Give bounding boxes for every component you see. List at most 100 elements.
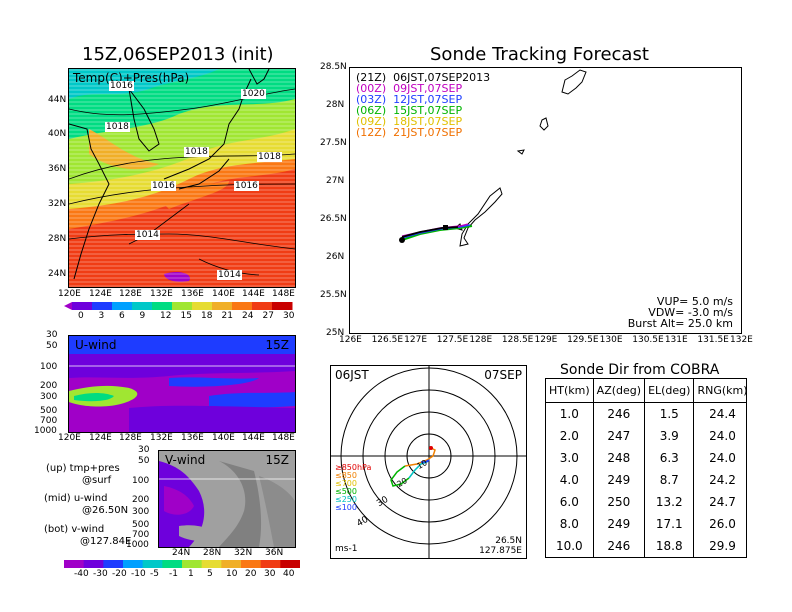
colorbar-label: -20 <box>112 569 127 579</box>
table-cell: 24.7 <box>709 495 736 509</box>
hodograph-legend-entry: ≤500 <box>335 487 357 496</box>
isobar-label: 1016 <box>151 181 176 191</box>
lon-tick: 148E <box>272 433 295 443</box>
lat-tick: 25N <box>326 328 345 338</box>
legend-entry: (09Z) 18JST,07SEP <box>356 115 463 128</box>
table-row: 2.0 247 3.9 24.0 <box>546 425 746 447</box>
p-tick: 100 <box>132 476 150 486</box>
p-tick: 100 <box>40 362 58 372</box>
hodograph-legend-entry: ≤100 <box>335 503 357 512</box>
table-cell: 247 <box>593 425 646 447</box>
polar-date: 07SEP <box>484 368 522 382</box>
u-wind-label: U-wind <box>75 338 117 352</box>
temp-map-field <box>69 69 295 287</box>
p-tick: 30 <box>46 330 58 340</box>
p-tick: 30 <box>138 445 150 455</box>
table-cell: 12.0 <box>546 557 593 558</box>
hodograph-legend-entry: ≤250 <box>335 495 357 504</box>
lon-tick: 128E <box>469 335 493 345</box>
lon-tick: 144E <box>242 433 265 443</box>
lat-tick: 26N <box>326 252 345 262</box>
table-cell: 8.0 <box>546 513 594 535</box>
lat-tick: 24N <box>172 548 191 558</box>
legend-entry: (21Z) 06JST,07SEP2013 <box>356 71 491 84</box>
colorbar-swatch <box>152 302 173 310</box>
colorbar-label: 24 <box>242 311 254 321</box>
lon-tick: 140E <box>212 433 235 443</box>
lat-tick: 36N <box>48 164 67 174</box>
lat-tick: 28N <box>326 100 345 110</box>
p-tick: 500 <box>40 406 58 416</box>
lon-tick: 140E <box>212 289 235 299</box>
table-cell: 246 <box>593 535 646 557</box>
p-tick: 1000 <box>126 540 149 550</box>
note-up: (up) tmp+pres <box>46 463 120 474</box>
tracking-params: VUP= 5.0 m/s VDW= -3.0 m/s Burst Alt= 25… <box>628 296 733 329</box>
wind-colorbar <box>64 560 300 568</box>
table-cell: 29.9 <box>709 539 736 553</box>
lon-tick: 127.5E <box>436 335 469 345</box>
polar-lat: 26.5N <box>495 536 522 546</box>
column-header: EL(deg) <box>644 379 695 403</box>
colorbar-swatch <box>83 560 104 568</box>
colorbar-swatch <box>103 560 124 568</box>
lon-tick: 130E <box>599 335 623 345</box>
colorbar-label: 18 <box>201 311 213 321</box>
colorbar-label: 12 <box>160 311 172 321</box>
colorbar-swatch <box>162 560 183 568</box>
isobar-label: 1020 <box>241 89 266 99</box>
vdw-value: VDW= -3.0 m/s <box>648 306 733 319</box>
column-header: AZ(deg) <box>593 379 646 403</box>
p-tick: 200 <box>132 495 150 505</box>
temp-pres-map: Temp(C)+Pres(hPa) 1016 1020 1018 1018 10… <box>68 68 296 288</box>
sonde-dir-table: HT(km) AZ(deg) EL(deg) RNG(km) 1.0 246 1.5… <box>546 379 746 558</box>
isobar-label: 1014 <box>217 270 242 280</box>
lon-tick: 129.5E <box>567 335 599 345</box>
colorbar-swatch <box>241 560 262 568</box>
colorbar-swatch <box>232 302 253 310</box>
colorbar-label: -10 <box>131 569 146 579</box>
isobar-label: 1018 <box>105 122 130 132</box>
isobar-label: 1016 <box>234 181 259 191</box>
colorbar-label: 6 <box>119 311 125 321</box>
table-cell: 24.0 <box>709 451 736 465</box>
p-tick: 1000 <box>34 426 57 436</box>
table-cell: 3.0 <box>546 447 594 469</box>
polar-unit: ms-1 <box>335 544 358 554</box>
colorbar-swatch <box>280 560 300 568</box>
temp-map-overlay-label: Temp(C)+Pres(hPa) <box>73 71 190 85</box>
note-bot: (bot) v-wind <box>44 524 105 535</box>
colorbar-label: 27 <box>262 311 274 321</box>
lat-tick: 28N <box>48 234 67 244</box>
lon-tick: 127E <box>404 335 428 345</box>
p-tick: 500 <box>132 520 150 530</box>
note-bot-level: @127.84E <box>80 536 132 547</box>
table-cell: 24.0 <box>709 429 736 443</box>
colorbar-label: 15 <box>180 311 192 321</box>
table-row: 1.0 246 1.5 24.4 <box>546 402 746 425</box>
table-cell: 26.0 <box>709 517 736 531</box>
colorbar-swatch <box>92 302 113 310</box>
colorbar-label: -5 <box>150 569 159 579</box>
table-cell: 6.3 <box>644 447 695 469</box>
lon-tick: 124E <box>89 289 112 299</box>
colorbar-label: 10 <box>226 569 238 579</box>
hodograph-legend-entry: ≥850hPa <box>335 463 372 472</box>
polar-legend: ≥850hPa ≤850 ≤700 ≤500 ≤250 ≤100 <box>335 464 371 512</box>
polar-lon: 127.875E <box>479 546 522 556</box>
polar-field <box>331 366 526 558</box>
burst-alt-value: Burst Alt= 25.0 km <box>627 317 733 330</box>
temp-map-title: 15Z,06SEP2013 (init) <box>82 44 274 65</box>
tracking-map: (21Z) 06JST,07SEP2013 (00Z) 09JST,07SEP (0… <box>349 67 742 334</box>
hodograph-legend-entry: ≤700 <box>335 479 357 488</box>
lat-tick: 32N <box>48 199 67 209</box>
lon-tick: 124E <box>89 433 112 443</box>
colorbar-label: 3 <box>98 311 105 321</box>
lon-tick: 128E <box>119 289 142 299</box>
v-wind-time: 15Z <box>265 453 290 467</box>
colorbar-label: 9 <box>139 311 146 321</box>
note-mid: (mid) u-wind <box>44 493 108 504</box>
lon-tick: 130.5E <box>632 335 664 345</box>
colorbar-swatch <box>212 302 233 310</box>
polar-panel: 06JST 07SEP ≥850hPa ≤850 ≤700 ≤500 ≤250 ≤100 … <box>330 365 527 559</box>
